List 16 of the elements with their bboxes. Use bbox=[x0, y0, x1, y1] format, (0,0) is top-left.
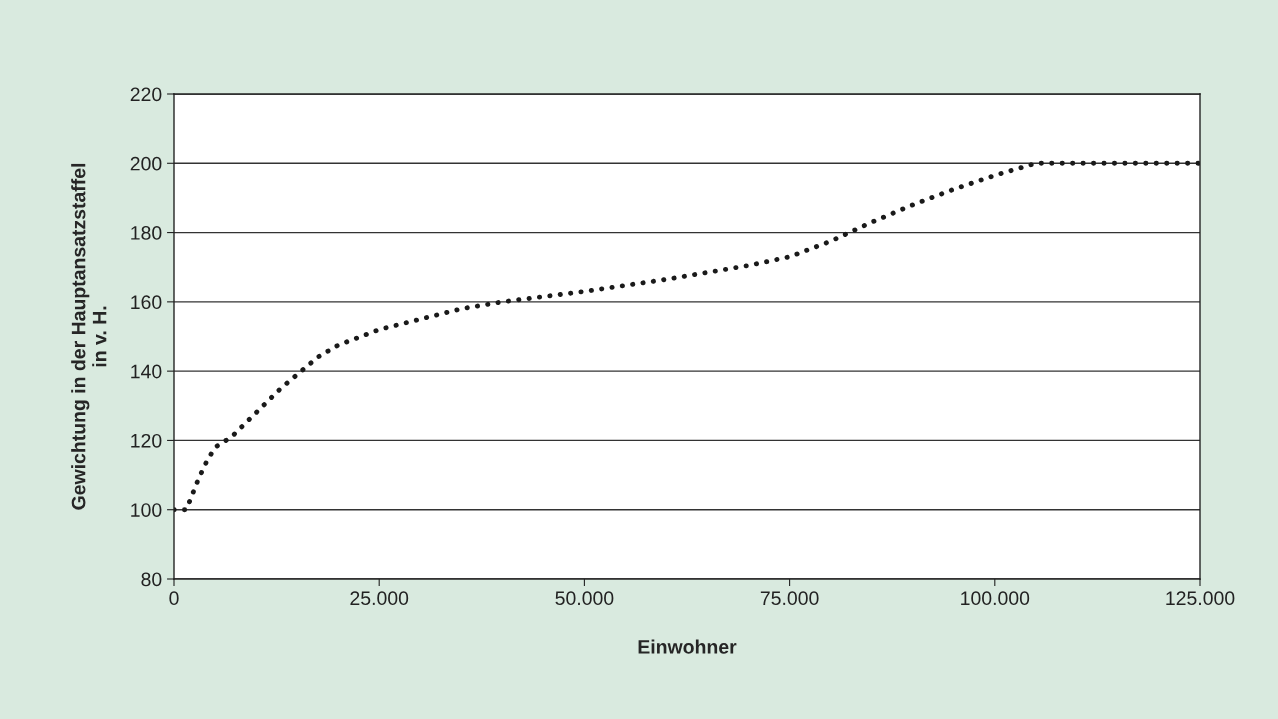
x-tick-label: 100.000 bbox=[961, 591, 1030, 606]
x-axis-title: Einwohner bbox=[638, 639, 737, 654]
y-tick-label: 100 bbox=[131, 503, 162, 517]
y-tick-label: 140 bbox=[131, 364, 162, 379]
y-tick-label: 80 bbox=[141, 572, 162, 587]
x-tick-label: 50.000 bbox=[555, 591, 614, 606]
y-tick-label: 180 bbox=[131, 226, 162, 240]
y-tick-label: 200 bbox=[130, 156, 162, 171]
y-tick-label: 220 bbox=[130, 87, 162, 102]
y-axis-title: Gewichtung in der Hauptansatzstaffel in v. H. bbox=[71, 163, 107, 510]
x-tick-label: 0 bbox=[169, 591, 179, 606]
y-tick-label: 160 bbox=[131, 295, 162, 310]
y-tick-label: 120 bbox=[131, 433, 162, 448]
x-tick-label: 25.000 bbox=[350, 591, 409, 606]
x-tick-label: 125.000 bbox=[1166, 591, 1235, 606]
x-tick-label: 75.000 bbox=[760, 591, 819, 606]
